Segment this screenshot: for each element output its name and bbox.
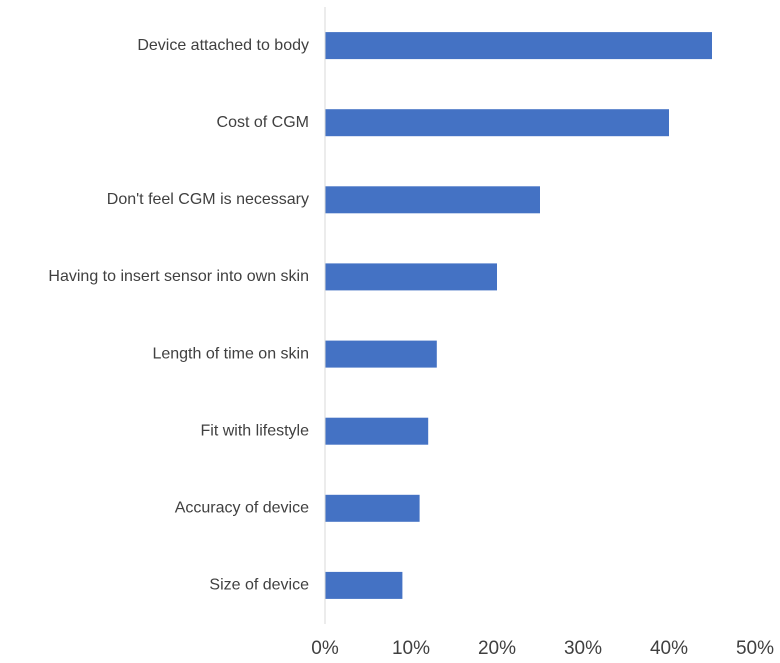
x-tick-label: 20%: [478, 638, 516, 659]
category-label-device-attached-to-body: Device attached to body: [137, 37, 309, 54]
bar-length-of-time-on-skin: [325, 340, 437, 368]
category-label-accuracy-of-device: Accuracy of device: [175, 500, 309, 517]
bar-cost-of-cgm: [325, 109, 669, 137]
category-label-length-of-time-on-skin: Length of time on skin: [152, 345, 309, 362]
category-label-having-to-insert-sensor-into-own-skin: Having to insert sensor into own skin: [48, 268, 309, 285]
bar-having-to-insert-sensor-into-own-skin: [325, 263, 497, 291]
bar-size-of-device: [325, 571, 403, 599]
bar-fit-with-lifestyle: [325, 417, 429, 445]
bar-accuracy-of-device: [325, 494, 420, 522]
x-tick-label: 30%: [564, 638, 602, 659]
x-tick-labels-group: 0% 10% 20% 30% 40% 50%: [311, 638, 774, 659]
category-label-don-t-feel-cgm-is-necessary: Don't feel CGM is necessary: [107, 191, 309, 208]
x-tick-label: 50%: [736, 638, 774, 659]
bars-group: [325, 32, 712, 599]
x-tick-label: 0%: [311, 638, 339, 659]
x-tick-label: 10%: [392, 638, 430, 659]
category-label-fit-with-lifestyle: Fit with lifestyle: [201, 422, 310, 439]
bar-don-t-feel-cgm-is-necessary: [325, 186, 540, 214]
category-label-size-of-device: Size of device: [209, 577, 309, 594]
category-label-cost-of-cgm: Cost of CGM: [217, 114, 309, 131]
category-labels-group: Device attached to body Cost of CGM Don't …: [48, 37, 309, 594]
x-tick-label: 40%: [650, 638, 688, 659]
bar-device-attached-to-body: [325, 32, 712, 60]
